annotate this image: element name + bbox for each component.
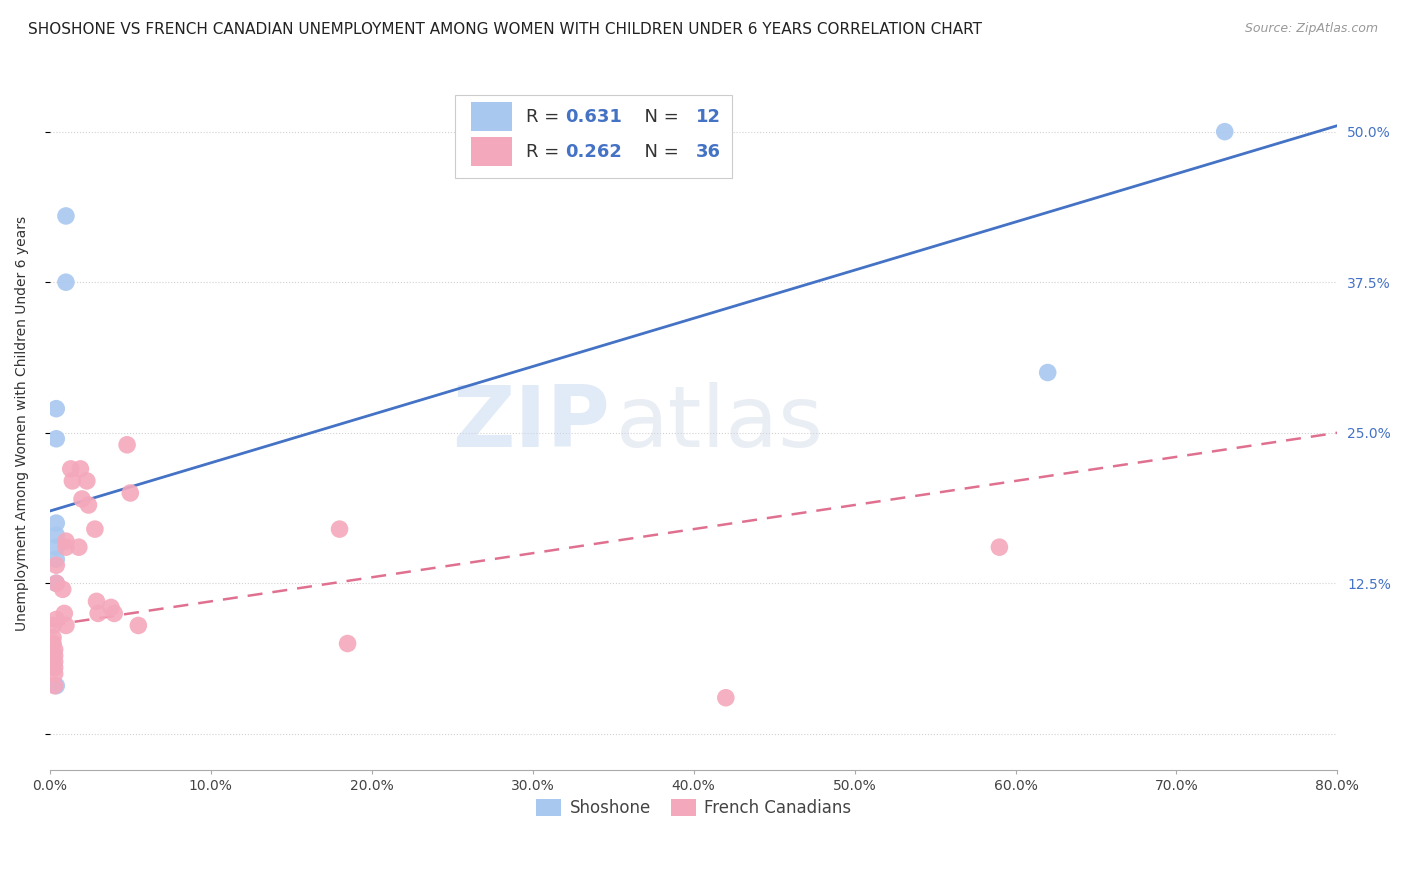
Text: Source: ZipAtlas.com: Source: ZipAtlas.com (1244, 22, 1378, 36)
Point (45, 576, 67, 591)
Point (45, 552, 67, 566)
Point (1213, 125, 1236, 139)
Point (45, 576, 67, 591)
FancyBboxPatch shape (471, 103, 512, 131)
Text: atlas: atlas (616, 382, 824, 466)
Point (115, 438, 138, 452)
Text: 12: 12 (696, 108, 721, 126)
Text: R =: R = (526, 108, 565, 126)
Point (120, 486, 142, 500)
Point (55, 275, 77, 289)
Point (42, 618, 65, 632)
Point (44, 666, 66, 681)
Point (86, 594, 108, 608)
Point (45, 432, 67, 446)
Point (988, 540, 1011, 554)
Point (45, 558, 67, 573)
Point (45, 401, 67, 416)
Point (67, 540, 90, 554)
Text: 36: 36 (696, 143, 721, 161)
Point (44, 648, 66, 663)
Point (55, 534, 77, 549)
Point (45, 516, 67, 530)
Point (59, 462, 82, 476)
Point (127, 618, 149, 632)
Point (45, 540, 67, 554)
Point (1036, 366, 1059, 380)
Point (45, 528, 67, 542)
Point (42, 636, 65, 650)
Point (55, 618, 77, 632)
Text: N =: N = (633, 143, 685, 161)
Point (70, 491, 93, 506)
Text: R =: R = (526, 143, 565, 161)
Point (52, 582, 75, 597)
Point (336, 636, 359, 650)
Point (45, 612, 67, 626)
Point (55, 540, 77, 554)
Text: 0.262: 0.262 (565, 143, 621, 161)
Point (55, 209, 77, 223)
Point (42, 631, 65, 645)
FancyBboxPatch shape (471, 137, 512, 166)
Point (328, 522, 350, 536)
Point (44, 679, 66, 693)
Point (83, 522, 105, 536)
Point (714, 690, 737, 705)
Point (44, 660, 66, 674)
Point (44, 655, 66, 669)
Text: N =: N = (633, 108, 685, 126)
Point (69, 462, 91, 476)
Point (60, 474, 83, 488)
Y-axis label: Unemployment Among Women with Children Under 6 years: Unemployment Among Women with Children U… (15, 216, 30, 632)
Text: SHOSHONE VS FRENCH CANADIAN UNEMPLOYMENT AMONG WOMEN WITH CHILDREN UNDER 6 YEARS: SHOSHONE VS FRENCH CANADIAN UNEMPLOYMENT… (28, 22, 983, 37)
Point (76, 474, 98, 488)
Text: 0.631: 0.631 (565, 108, 621, 126)
Point (100, 600, 122, 615)
Point (45, 679, 67, 693)
Point (53, 607, 76, 621)
Legend: Shoshone, French Canadians: Shoshone, French Canadians (530, 792, 858, 824)
Text: ZIP: ZIP (453, 382, 610, 466)
Point (87, 607, 110, 621)
Point (44, 642, 66, 657)
Point (103, 607, 125, 621)
Point (77, 498, 100, 512)
FancyBboxPatch shape (456, 95, 733, 178)
